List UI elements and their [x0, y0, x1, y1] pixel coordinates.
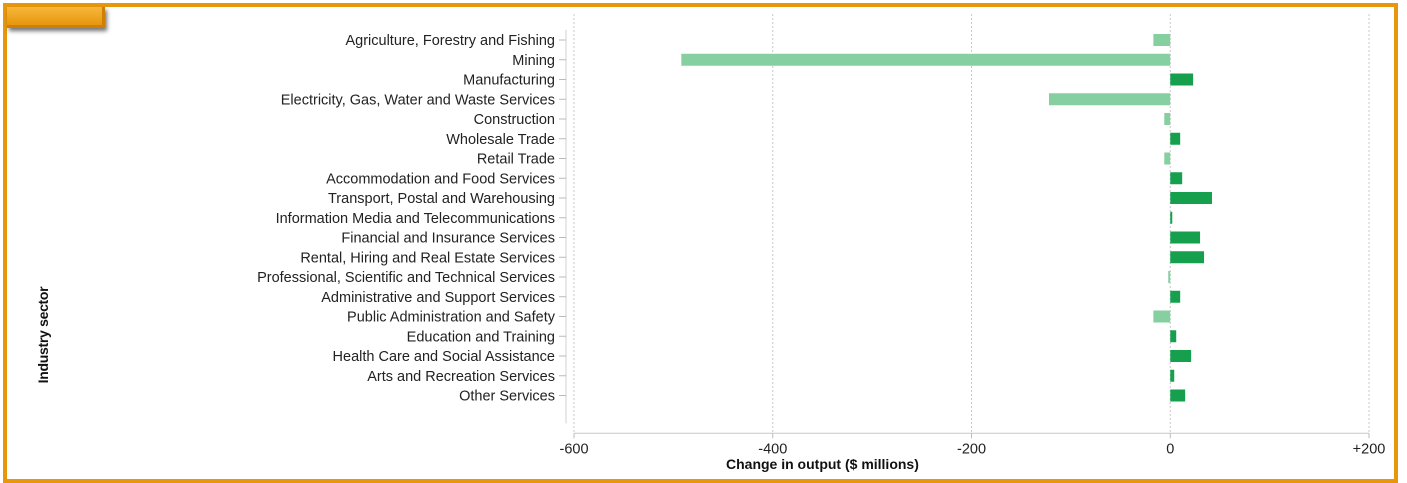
- x-tick-label: -600: [559, 441, 588, 457]
- category-label: Transport, Postal and Warehousing: [328, 191, 555, 207]
- bar: [1170, 350, 1192, 362]
- category-label: Arts and Recreation Services: [367, 369, 555, 385]
- bar: [1168, 271, 1171, 283]
- category-label: Public Administration and Safety: [347, 310, 556, 326]
- y-axis-title: Industry sector: [35, 286, 51, 384]
- bar: [1170, 251, 1205, 264]
- category-label: Retail Trade: [477, 152, 555, 168]
- category-label: Administrative and Support Services: [321, 290, 555, 306]
- bar: [1170, 73, 1194, 86]
- category-label: Manufacturing: [463, 73, 555, 89]
- x-tick-label: +200: [1353, 441, 1386, 457]
- bar: [1164, 152, 1171, 165]
- chart-frame: [3, 3, 1398, 483]
- category-label: Information Media and Telecommunications: [276, 211, 555, 227]
- category-label: Electricity, Gas, Water and Waste Servic…: [281, 92, 555, 108]
- bar: [1170, 192, 1212, 204]
- category-label: Financial and Insurance Services: [341, 231, 555, 247]
- category-label: Education and Training: [407, 329, 555, 345]
- category-label: Other Services: [459, 389, 555, 405]
- bar: [1153, 34, 1171, 46]
- frame-tab: [7, 7, 105, 28]
- category-label: Professional, Scientific and Technical S…: [257, 270, 555, 286]
- x-tick-label: 0: [1166, 441, 1174, 457]
- category-label: Health Care and Social Assistance: [333, 349, 555, 365]
- category-label: Wholesale Trade: [446, 132, 555, 148]
- bar-chart: Agriculture, Forestry and Fishing Mining M…: [257, 14, 1386, 457]
- bar: [1170, 231, 1201, 244]
- bar: [1153, 310, 1171, 323]
- x-tick-label: -400: [758, 441, 787, 457]
- bar: [681, 53, 1171, 66]
- bar: [1170, 389, 1186, 402]
- category-label: Rental, Hiring and Real Estate Services: [300, 250, 555, 266]
- bar: [1170, 369, 1175, 382]
- x-axis-title: Change in output ($ millions): [726, 456, 919, 472]
- bar: [1170, 132, 1181, 145]
- bar: [1164, 113, 1171, 125]
- category-label: Construction: [474, 112, 555, 128]
- x-tick-label: -200: [957, 441, 986, 457]
- category-label: Accommodation and Food Services: [326, 171, 555, 187]
- category-label: Agriculture, Forestry and Fishing: [345, 33, 555, 49]
- bar: [1170, 172, 1183, 185]
- bar: [1170, 211, 1173, 224]
- bar: [1170, 290, 1181, 303]
- bar: [1170, 330, 1177, 343]
- category-label: Mining: [512, 53, 555, 69]
- bar: [1049, 93, 1171, 106]
